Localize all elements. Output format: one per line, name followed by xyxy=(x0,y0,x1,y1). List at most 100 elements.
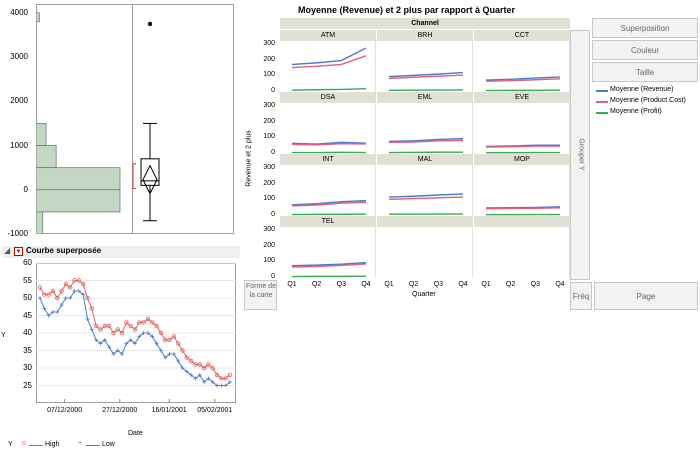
overlay-zone-button[interactable]: Superposition xyxy=(592,18,698,38)
high-marker xyxy=(150,320,155,325)
distribution-histogram-boxplot xyxy=(36,12,160,234)
high-marker xyxy=(175,341,181,346)
series-cost-line xyxy=(291,142,367,146)
high-marker xyxy=(59,288,64,294)
high-marker xyxy=(154,323,159,329)
high-marker xyxy=(223,376,228,381)
panel-plot xyxy=(291,47,367,91)
page-zone[interactable]: Page xyxy=(594,282,698,310)
graph-y-tick: 100 xyxy=(263,195,275,203)
graph-x-tick: Q1 xyxy=(384,281,394,288)
panel-header: EML xyxy=(377,92,473,103)
graph-x-tick: Q2 xyxy=(408,281,419,288)
boxplot-box xyxy=(140,158,160,186)
distribution-y-tick: 1000 xyxy=(10,140,28,150)
freq-zone[interactable]: Fréq xyxy=(570,282,592,310)
overlay-y-tick: 30 xyxy=(23,363,32,372)
overlay-y-tick: 55 xyxy=(23,275,32,285)
red-menu-triangle-icon[interactable]: ▼ xyxy=(14,247,23,256)
low-marker xyxy=(176,359,181,363)
overlay-x-tick: 05/02/2001 xyxy=(197,407,233,414)
series-cost-line xyxy=(388,139,464,144)
overlay-y-tick: 45 xyxy=(23,310,32,320)
graph-legend: Moyenne (Revenue) Moyenne (Product Cost)… xyxy=(594,86,698,122)
panel-header: TEL xyxy=(280,216,376,227)
high-marker xyxy=(145,316,151,322)
low-marker xyxy=(180,366,185,370)
series-cost-line xyxy=(291,201,367,207)
graph-x-tick: Q3 xyxy=(530,281,540,288)
low-marker xyxy=(68,296,73,300)
low-marker xyxy=(50,310,55,314)
high-marker xyxy=(197,362,202,367)
high-marker xyxy=(210,365,215,371)
graph-y-tick: 300 xyxy=(263,102,275,110)
graph-x-tick: Q2 xyxy=(505,281,516,288)
color-zone-button[interactable]: Couleur xyxy=(592,40,698,60)
high-marker xyxy=(163,337,168,343)
high-marker xyxy=(85,295,90,301)
panel-cell xyxy=(377,92,473,154)
legend-title: Y xyxy=(8,441,13,448)
panel-plot xyxy=(388,71,464,92)
high-marker xyxy=(115,327,120,332)
wrap-header[interactable]: Channel xyxy=(280,18,570,29)
series-cost-line xyxy=(485,78,561,83)
panel-header-empty xyxy=(377,216,473,227)
low-marker xyxy=(189,373,194,377)
series-cost-line xyxy=(291,263,367,268)
low-marker xyxy=(154,341,159,346)
high-marker xyxy=(72,278,77,283)
legend-cost-label: Moyenne (Product Cost) xyxy=(610,97,686,104)
histogram-bar xyxy=(36,211,44,234)
high-marker xyxy=(219,376,224,381)
low-marker xyxy=(124,341,129,346)
low-marker xyxy=(42,306,47,311)
low-marker xyxy=(223,383,228,388)
series-revenue-line xyxy=(291,141,367,145)
graph-y-tick: 200 xyxy=(263,179,275,187)
histogram-bar xyxy=(36,167,121,191)
graph-x-tick: Q4 xyxy=(361,281,371,288)
low-marker xyxy=(228,380,232,384)
graph-y-tick: 200 xyxy=(263,55,275,63)
low-marker xyxy=(184,369,189,374)
panel-plot xyxy=(388,137,464,154)
panel-cell xyxy=(280,216,376,278)
series-cost-line xyxy=(485,145,560,148)
graph-y-tick: 300 xyxy=(263,40,275,48)
graph-x-axis-label: Quarter xyxy=(412,291,436,298)
group-y-zone[interactable]: Grouper Y xyxy=(570,30,590,280)
low-marker xyxy=(137,334,142,339)
collapse-triangle-icon[interactable]: ◢ xyxy=(4,246,11,255)
panel-plot xyxy=(485,206,561,216)
panel-cell xyxy=(280,30,376,92)
high-marker xyxy=(106,323,112,329)
legend-profit-label: Moyenne (Profit) xyxy=(610,108,662,115)
legend-high-label: High xyxy=(45,441,60,448)
high-marker xyxy=(46,292,51,297)
overlay-y-tick: 25 xyxy=(23,380,32,390)
legend-profit-line xyxy=(596,112,608,114)
low-marker xyxy=(219,383,224,388)
high-marker xyxy=(188,358,194,364)
high-marker xyxy=(132,327,138,332)
low-marker xyxy=(128,338,133,342)
histogram-bar xyxy=(36,145,57,169)
panel-plot xyxy=(291,199,367,216)
high-marker xyxy=(68,285,73,290)
series-cost-line xyxy=(485,207,561,210)
graph-y-tick: 300 xyxy=(263,226,275,234)
low-marker xyxy=(141,331,146,335)
histogram-bar xyxy=(36,12,40,23)
high-marker xyxy=(171,334,177,339)
shortest-half-bracket xyxy=(132,163,136,189)
overlay-y-tick: 60 xyxy=(23,258,32,267)
high-marker xyxy=(98,327,103,332)
high-marker xyxy=(227,372,233,378)
size-zone-button[interactable]: Taille xyxy=(592,62,698,82)
map-shape-zone[interactable]: Forme de la carte xyxy=(244,280,277,310)
high-marker xyxy=(124,320,129,325)
low-marker xyxy=(76,289,81,293)
low-marker xyxy=(133,341,137,346)
